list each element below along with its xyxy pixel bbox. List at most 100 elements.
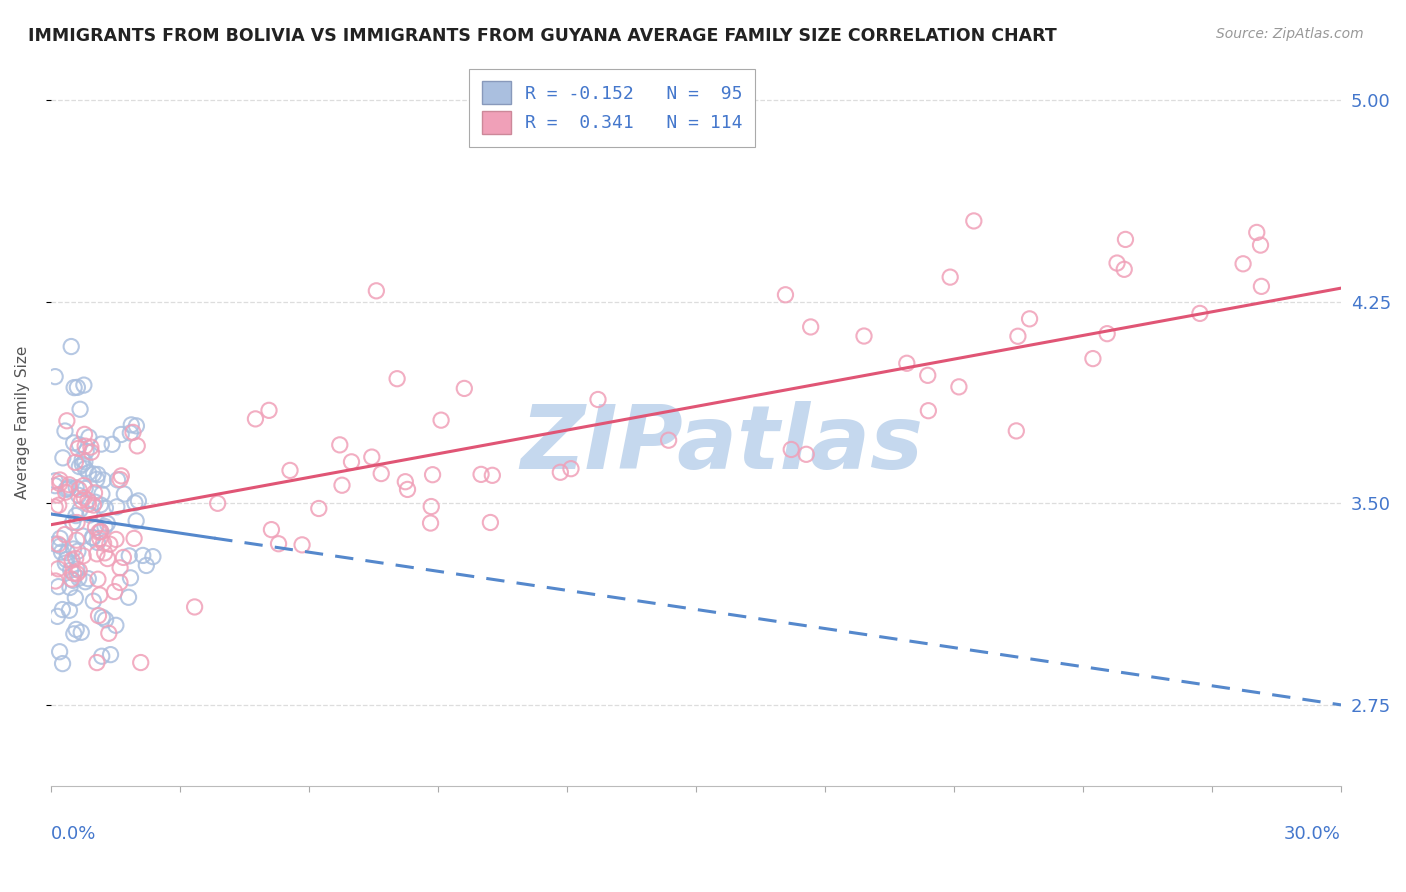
Point xyxy=(44,500,66,514)
Point xyxy=(430,413,453,427)
Point xyxy=(183,599,205,614)
Point xyxy=(89,588,111,602)
Point xyxy=(453,381,475,395)
Point xyxy=(278,463,301,477)
Point xyxy=(75,439,97,453)
Point xyxy=(72,549,94,563)
Point xyxy=(1081,351,1104,366)
Point xyxy=(948,380,970,394)
Point xyxy=(70,625,93,640)
Point xyxy=(1007,329,1029,343)
Point xyxy=(93,536,115,550)
Point xyxy=(1018,311,1040,326)
Point xyxy=(479,516,502,530)
Point xyxy=(73,378,96,392)
Point xyxy=(82,594,104,608)
Point xyxy=(72,529,94,543)
Point xyxy=(48,498,70,512)
Point xyxy=(127,439,149,453)
Point xyxy=(122,532,145,546)
Point xyxy=(73,491,96,505)
Point xyxy=(89,532,111,546)
Point xyxy=(53,424,76,438)
Point xyxy=(1250,238,1272,252)
Point xyxy=(82,530,104,544)
Point xyxy=(112,550,135,565)
Point xyxy=(55,552,77,566)
Point xyxy=(70,493,93,508)
Point xyxy=(66,380,89,394)
Point xyxy=(83,485,105,500)
Point xyxy=(55,483,77,497)
Point xyxy=(56,546,79,560)
Point xyxy=(46,488,69,502)
Point xyxy=(470,467,492,482)
Point xyxy=(917,403,939,417)
Point xyxy=(260,523,283,537)
Point xyxy=(58,480,80,494)
Point xyxy=(1095,326,1118,341)
Point xyxy=(79,508,101,522)
Point xyxy=(1232,257,1254,271)
Point xyxy=(120,571,142,585)
Point xyxy=(49,476,72,491)
Point xyxy=(308,501,330,516)
Point xyxy=(125,418,148,433)
Point xyxy=(135,558,157,573)
Point xyxy=(80,445,103,459)
Point xyxy=(481,468,503,483)
Point xyxy=(56,482,79,496)
Point xyxy=(72,457,94,471)
Point xyxy=(1114,262,1136,277)
Point xyxy=(65,481,87,495)
Point xyxy=(97,626,120,640)
Point xyxy=(120,425,142,440)
Point xyxy=(94,519,117,533)
Point xyxy=(77,497,100,511)
Point xyxy=(122,425,145,440)
Point xyxy=(1188,306,1211,320)
Point xyxy=(75,482,97,496)
Point xyxy=(267,537,290,551)
Point xyxy=(44,478,66,492)
Point xyxy=(394,475,416,489)
Point xyxy=(1105,256,1128,270)
Point xyxy=(939,270,962,285)
Point xyxy=(46,562,69,576)
Point xyxy=(66,562,89,576)
Point xyxy=(87,608,110,623)
Point xyxy=(67,571,90,585)
Point xyxy=(44,474,66,488)
Point xyxy=(65,508,87,523)
Point xyxy=(794,447,817,461)
Point xyxy=(49,532,72,546)
Point xyxy=(67,488,90,502)
Point xyxy=(60,553,83,567)
Point xyxy=(360,450,382,464)
Point xyxy=(75,444,97,458)
Point xyxy=(90,524,112,539)
Text: IMMIGRANTS FROM BOLIVIA VS IMMIGRANTS FROM GUYANA AVERAGE FAMILY SIZE CORRELATIO: IMMIGRANTS FROM BOLIVIA VS IMMIGRANTS FR… xyxy=(28,27,1057,45)
Point xyxy=(65,623,87,637)
Point xyxy=(51,602,73,616)
Point xyxy=(86,535,108,549)
Point xyxy=(62,574,84,588)
Point xyxy=(108,561,131,575)
Point xyxy=(65,551,87,566)
Point xyxy=(550,465,572,479)
Point xyxy=(917,368,939,383)
Text: 0.0%: 0.0% xyxy=(51,825,96,844)
Point xyxy=(62,516,84,530)
Point xyxy=(86,656,108,670)
Point xyxy=(129,656,152,670)
Point xyxy=(82,531,104,545)
Point xyxy=(77,430,100,444)
Point xyxy=(104,618,127,632)
Point xyxy=(56,414,79,428)
Point xyxy=(257,403,280,417)
Point xyxy=(55,485,77,500)
Point xyxy=(58,477,80,491)
Point xyxy=(76,493,98,508)
Point xyxy=(62,435,84,450)
Point xyxy=(101,437,124,451)
